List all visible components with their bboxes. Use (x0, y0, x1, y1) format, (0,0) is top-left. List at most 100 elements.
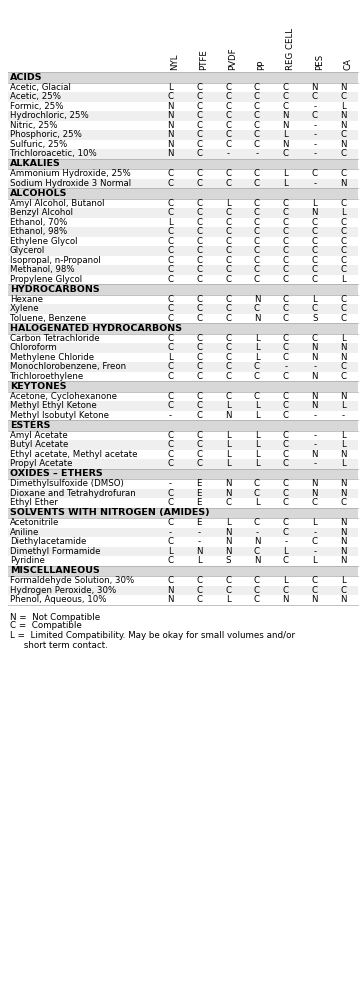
Text: Methanol, 98%: Methanol, 98% (10, 265, 75, 274)
Text: L: L (284, 547, 288, 556)
Text: E: E (196, 489, 202, 497)
Text: L: L (284, 179, 288, 188)
Text: C: C (225, 343, 231, 352)
Text: C: C (340, 372, 347, 381)
Text: C: C (196, 333, 202, 343)
Bar (8, 556, 358, 566)
Text: N: N (340, 353, 347, 362)
Text: L: L (197, 556, 202, 566)
Text: N: N (311, 343, 318, 352)
Text: E: E (196, 498, 202, 507)
Text: C: C (283, 275, 289, 284)
Bar (8, 585, 358, 595)
Text: C: C (225, 498, 231, 507)
Bar (8, 410, 358, 420)
Text: C: C (254, 139, 260, 148)
Bar (8, 72, 358, 82)
Text: Methyl Ethyl Ketone: Methyl Ethyl Ketone (10, 402, 97, 410)
Text: C: C (196, 392, 202, 401)
Text: HYDROCARBONS: HYDROCARBONS (10, 285, 99, 294)
Text: C: C (167, 577, 174, 585)
Bar (8, 82, 358, 92)
Text: C: C (340, 314, 347, 322)
Text: C: C (225, 577, 231, 585)
Text: C: C (283, 585, 289, 594)
Text: C: C (283, 246, 289, 255)
Text: N: N (167, 595, 174, 604)
Text: C: C (167, 275, 174, 284)
Bar (8, 275, 358, 284)
Text: C: C (283, 236, 289, 245)
Text: N: N (167, 111, 174, 121)
Text: C: C (167, 333, 174, 343)
Bar (8, 430, 358, 440)
Text: N: N (311, 209, 318, 218)
Bar (8, 507, 358, 518)
Text: N: N (283, 595, 289, 604)
Text: L: L (341, 577, 346, 585)
Text: C: C (167, 265, 174, 274)
Text: C: C (312, 169, 318, 178)
Text: Benzyl Alcohol: Benzyl Alcohol (10, 209, 73, 218)
Text: Formic, 25%: Formic, 25% (10, 102, 64, 111)
Text: L: L (254, 333, 260, 343)
Text: C: C (167, 556, 174, 566)
Text: -: - (313, 459, 316, 468)
Text: N: N (311, 489, 318, 497)
Text: HALOGENATED HYDROCARBONS: HALOGENATED HYDROCARBONS (10, 323, 182, 332)
Text: C: C (225, 295, 231, 304)
Text: C: C (225, 314, 231, 322)
Text: L: L (226, 199, 231, 208)
Text: C: C (167, 402, 174, 410)
Text: C: C (225, 265, 231, 274)
Text: C: C (167, 179, 174, 188)
Text: Ethyl Ether: Ethyl Ether (10, 498, 58, 507)
Text: C: C (196, 218, 202, 226)
Text: C: C (225, 111, 231, 121)
Text: Pyridine: Pyridine (10, 556, 45, 566)
Text: C: C (254, 518, 260, 527)
Text: Formaldehyde Solution, 30%: Formaldehyde Solution, 30% (10, 577, 134, 585)
Text: C: C (196, 121, 202, 130)
Text: MISCELLANEOUS: MISCELLANEOUS (10, 567, 100, 576)
Bar (8, 362, 358, 372)
Text: C: C (196, 149, 202, 158)
Text: C: C (254, 547, 260, 556)
Text: C: C (312, 498, 318, 507)
Text: Methylene Chloride: Methylene Chloride (10, 353, 94, 362)
Text: C: C (312, 305, 318, 314)
Text: N: N (311, 392, 318, 401)
Text: L: L (254, 459, 260, 468)
Text: C: C (254, 362, 260, 371)
Text: C: C (283, 556, 289, 566)
Text: C: C (312, 236, 318, 245)
Text: C: C (225, 179, 231, 188)
Text: C: C (312, 256, 318, 265)
Text: Monochlorobenzene, Freon: Monochlorobenzene, Freon (10, 362, 126, 371)
Text: C: C (167, 537, 174, 546)
Text: C: C (225, 102, 231, 111)
Text: C: C (312, 246, 318, 255)
Text: C: C (167, 372, 174, 381)
Text: OXIDES – ETHERS: OXIDES – ETHERS (10, 469, 103, 479)
Text: -: - (313, 179, 316, 188)
Text: Carbon Tetrachloride: Carbon Tetrachloride (10, 333, 99, 343)
Text: C: C (196, 265, 202, 274)
Bar (8, 392, 358, 401)
Text: C: C (167, 440, 174, 449)
Text: L: L (168, 218, 173, 226)
Text: PVDF: PVDF (228, 47, 237, 70)
Text: -: - (313, 121, 316, 130)
Text: N: N (254, 314, 260, 322)
Text: C: C (340, 362, 347, 371)
Bar (8, 208, 358, 218)
Text: S: S (225, 556, 231, 566)
Text: C: C (167, 489, 174, 497)
Bar (8, 92, 358, 102)
Bar (8, 304, 358, 314)
Text: Sulfuric, 25%: Sulfuric, 25% (10, 139, 67, 148)
Text: N: N (225, 410, 231, 419)
Text: C: C (196, 305, 202, 314)
Bar (8, 343, 358, 352)
Text: C: C (225, 372, 231, 381)
